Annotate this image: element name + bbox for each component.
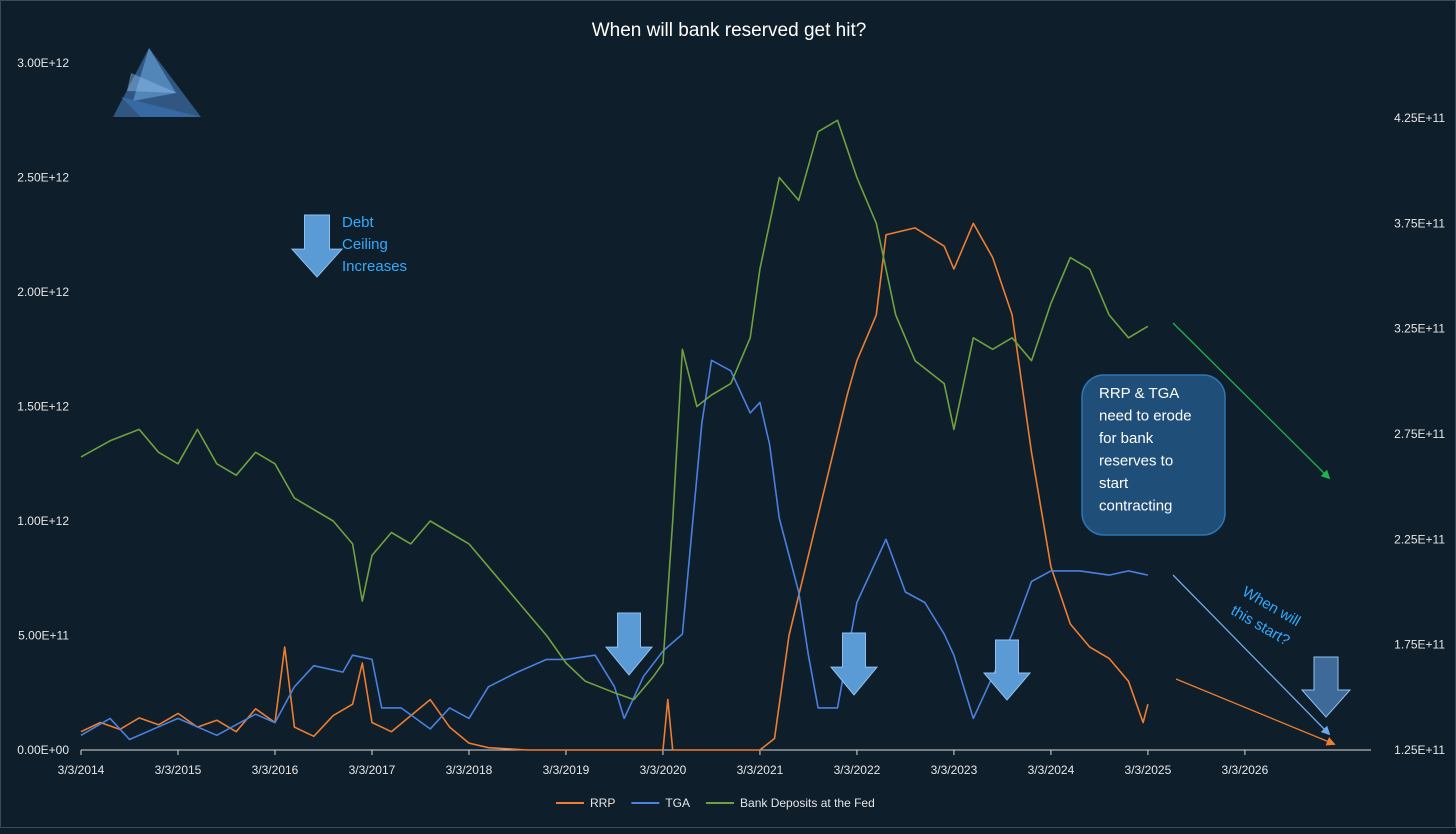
x-tick-label: 3/3/2023 <box>931 763 978 777</box>
legend-item: RRP <box>556 796 615 810</box>
callout-box <box>1081 374 1226 536</box>
projection-line-tga <box>1172 574 1331 736</box>
x-tick-label: 3/3/2016 <box>252 763 299 777</box>
y-left-tick-label: 0.00E+00 <box>17 743 69 757</box>
y-right-tick-label: 2.25E+11 <box>1394 532 1445 546</box>
chart-title: When will bank reserved get hit? <box>592 20 867 41</box>
series-line-rrp <box>80 222 1149 751</box>
y-right-tick-label: 1.25E+11 <box>1394 743 1445 757</box>
y-left-tick-label: 2.50E+12 <box>17 171 69 185</box>
y-left-tick-label: 3.00E+12 <box>17 56 69 70</box>
legend-label: TGA <box>665 796 690 810</box>
x-tick-label: 3/3/2020 <box>640 763 687 777</box>
y-left-tick-label: 1.50E+12 <box>17 400 69 414</box>
callout-box-text: start <box>1099 475 1129 492</box>
y-right-tick-label: 3.75E+11 <box>1394 216 1445 230</box>
y-left-tick-label: 2.00E+12 <box>17 285 69 299</box>
projection-line-rrp <box>1175 678 1336 746</box>
legend: RRP TGA Bank Deposits at the Fed <box>556 796 875 810</box>
y-left-tick-label: 1.00E+12 <box>17 514 69 528</box>
x-tick-label: 3/3/2015 <box>155 763 202 777</box>
debt-ceiling-arrow-icon <box>982 639 1032 701</box>
y-right-tick-label: 3.25E+11 <box>1394 322 1445 336</box>
x-tick-label: 3/3/2014 <box>58 763 105 777</box>
debt-ceiling-label: Ceiling <box>342 236 388 253</box>
callout-box-text: contracting <box>1099 498 1172 515</box>
logo-icon <box>113 48 201 117</box>
series-line-bank-deposits-at-the-fed <box>80 119 1149 701</box>
x-tick-label: 3/3/2026 <box>1222 763 1269 777</box>
callout-box-text: need to erode <box>1099 408 1192 425</box>
y-right-tick-label: 4.25E+11 <box>1394 111 1445 125</box>
legend-label: Bank Deposits at the Fed <box>740 796 875 810</box>
legend-item: TGA <box>631 796 690 810</box>
x-tick-label: 3/3/2024 <box>1028 763 1075 777</box>
legend-item: Bank Deposits at the Fed <box>706 796 875 810</box>
axes-layer: 3/3/2014 3/3/2015 3/3/2016 3/3/2017 3/3/2018… <box>17 56 1445 777</box>
y-left-tick-label: 5.00E+11 <box>18 629 69 643</box>
projection-line-bank-deposits <box>1172 322 1331 480</box>
legend-label: RRP <box>590 796 615 810</box>
x-tick-label: 3/3/2019 <box>543 763 590 777</box>
future-arrow-icon <box>1300 656 1352 718</box>
callout-box-text: reserves to <box>1099 453 1173 470</box>
x-tick-label: 3/3/2025 <box>1125 763 1172 777</box>
annotation-layer: Debt Ceiling Increases RRP & TGA need to ero… <box>290 214 1352 746</box>
series-layer <box>80 119 1149 751</box>
callout-box-text: for bank <box>1099 430 1154 447</box>
debt-ceiling-label: Increases <box>342 258 407 275</box>
x-tick-label: 3/3/2021 <box>737 763 784 777</box>
debt-ceiling-arrow-icon <box>290 214 344 278</box>
series-line-tga <box>80 359 1149 741</box>
debt-ceiling-label: Debt <box>342 214 375 231</box>
x-tick-label: 3/3/2018 <box>446 763 493 777</box>
y-right-tick-label: 1.75E+11 <box>1394 638 1445 652</box>
debt-ceiling-arrow-icon <box>829 632 879 696</box>
x-tick-label: 3/3/2017 <box>349 763 396 777</box>
callout-box-text: RRP & TGA <box>1099 385 1179 402</box>
y-right-tick-label: 2.75E+11 <box>1394 427 1445 441</box>
debt-ceiling-arrow-icon <box>604 612 654 676</box>
x-tick-label: 3/3/2022 <box>834 763 881 777</box>
